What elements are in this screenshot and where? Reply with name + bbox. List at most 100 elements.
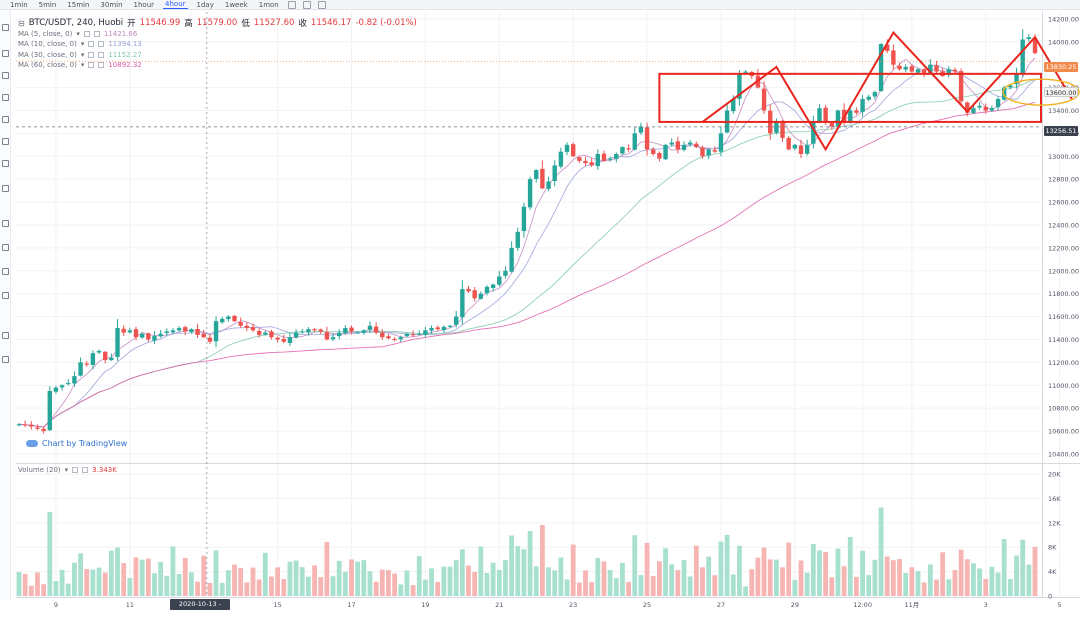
volume-bar xyxy=(404,570,410,596)
pattern-icon[interactable] xyxy=(2,138,9,145)
volume-bar xyxy=(724,534,730,596)
volume-bar xyxy=(1026,564,1032,596)
volume-bar xyxy=(170,546,176,596)
price-tick-label: 14000.00 xyxy=(1048,38,1079,46)
close-icon[interactable] xyxy=(82,467,89,473)
chevron-down-icon[interactable]: ▾ xyxy=(64,466,69,474)
open-label: 开 xyxy=(127,19,136,29)
timeframe-30min[interactable]: 30min xyxy=(100,0,123,9)
timeframe-5min[interactable]: 5min xyxy=(38,0,57,9)
target-ellipse xyxy=(1002,78,1080,106)
star-icon[interactable] xyxy=(2,332,9,339)
lock-icon[interactable] xyxy=(2,244,9,251)
settings-icon[interactable] xyxy=(302,0,311,9)
tradingview-watermark[interactable]: Chart by TradingView xyxy=(26,439,127,448)
fib-icon[interactable] xyxy=(2,72,9,79)
time-tick-label: 12:00 xyxy=(853,601,872,609)
indicator-icon[interactable] xyxy=(287,0,296,9)
candle-body xyxy=(189,329,194,333)
volume-bar xyxy=(509,535,515,596)
timeframe-1hour[interactable]: 1hour xyxy=(133,0,155,9)
close-icon[interactable] xyxy=(93,31,100,37)
volume-bar xyxy=(607,569,613,596)
settings-icon[interactable] xyxy=(88,61,95,68)
candle-body xyxy=(521,206,527,231)
volume-bar xyxy=(737,545,742,596)
volume-bar xyxy=(1020,539,1026,596)
timeframe-4hour[interactable]: 4hour xyxy=(163,0,188,9)
candle-body xyxy=(207,337,213,342)
candle-body xyxy=(860,99,865,112)
ruler-icon[interactable] xyxy=(2,160,9,167)
settings-icon[interactable] xyxy=(83,31,90,37)
time-tick-label: 23 xyxy=(569,601,577,609)
chevron-down-icon[interactable]: ▾ xyxy=(80,40,85,49)
volume-bar xyxy=(35,572,40,596)
candle-body xyxy=(256,331,262,335)
volume-bar xyxy=(589,582,595,596)
layers-icon[interactable] xyxy=(2,356,9,363)
candle-body xyxy=(127,330,133,333)
volume-bar xyxy=(817,550,822,596)
volume-bar xyxy=(127,578,133,596)
candle-body xyxy=(115,328,120,357)
screenshot-icon[interactable] xyxy=(317,0,326,9)
drawing-tools-sidebar xyxy=(0,10,11,600)
chevron-down-icon[interactable]: ▾ xyxy=(80,60,85,69)
volume-bar xyxy=(878,507,884,596)
price-tick-label: 11800.00 xyxy=(1048,290,1079,298)
volume-bar xyxy=(1007,578,1013,596)
ma-label: MA (5, close, 0) xyxy=(18,30,73,38)
brush-icon[interactable] xyxy=(2,94,9,101)
settings-icon[interactable] xyxy=(88,51,95,58)
volume-bar xyxy=(601,561,607,596)
candle-body xyxy=(601,153,607,161)
candle-body xyxy=(503,270,508,276)
candle-body xyxy=(392,339,397,341)
volume-bar xyxy=(669,564,675,596)
candle-body xyxy=(620,147,625,154)
trendline-icon[interactable] xyxy=(2,50,9,57)
volume-bar xyxy=(244,582,250,596)
candle-body xyxy=(490,284,496,288)
chevron-down-icon[interactable]: ▾ xyxy=(76,30,80,38)
candle-body xyxy=(367,325,373,330)
candle-body xyxy=(435,327,440,330)
close-icon[interactable] xyxy=(98,51,105,58)
zoom-icon[interactable] xyxy=(2,185,9,192)
close-icon[interactable] xyxy=(98,41,105,48)
volume-bar xyxy=(644,542,650,596)
timeframe-1min[interactable]: 1min xyxy=(10,0,28,9)
volume-bar xyxy=(262,552,268,596)
crosshair-icon[interactable] xyxy=(2,24,9,31)
ma-label: MA (60, close, 0) xyxy=(18,60,77,69)
candle-body xyxy=(595,153,601,167)
series-hide-icon[interactable]: ⊟ xyxy=(18,18,25,28)
chevron-down-icon[interactable]: ▾ xyxy=(80,50,85,59)
magnet-icon[interactable] xyxy=(2,220,9,227)
volume-bar xyxy=(478,546,484,596)
volume-bar xyxy=(583,570,588,596)
text-icon[interactable] xyxy=(2,116,9,123)
close-icon[interactable] xyxy=(98,61,105,68)
candle-body xyxy=(1026,37,1032,40)
volume-bar xyxy=(743,586,748,596)
candle-body xyxy=(133,329,139,338)
eye-icon[interactable] xyxy=(2,268,9,275)
candle-body xyxy=(928,64,933,73)
candle-body xyxy=(527,179,533,208)
trash-icon[interactable] xyxy=(2,292,9,299)
timeframe-15min[interactable]: 15min xyxy=(67,0,90,9)
timeframe-1mon[interactable]: 1mon xyxy=(258,0,279,9)
settings-icon[interactable] xyxy=(72,467,79,473)
timeframe-1week[interactable]: 1week xyxy=(224,0,248,9)
settings-icon[interactable] xyxy=(88,41,95,48)
volume-bar xyxy=(102,572,108,596)
candle-body xyxy=(1020,39,1025,75)
timeframe-1day[interactable]: 1day xyxy=(196,0,214,9)
candle-body xyxy=(774,121,779,133)
cloud-icon xyxy=(26,440,38,447)
candle-body xyxy=(281,339,286,342)
volume-bar xyxy=(595,558,601,596)
